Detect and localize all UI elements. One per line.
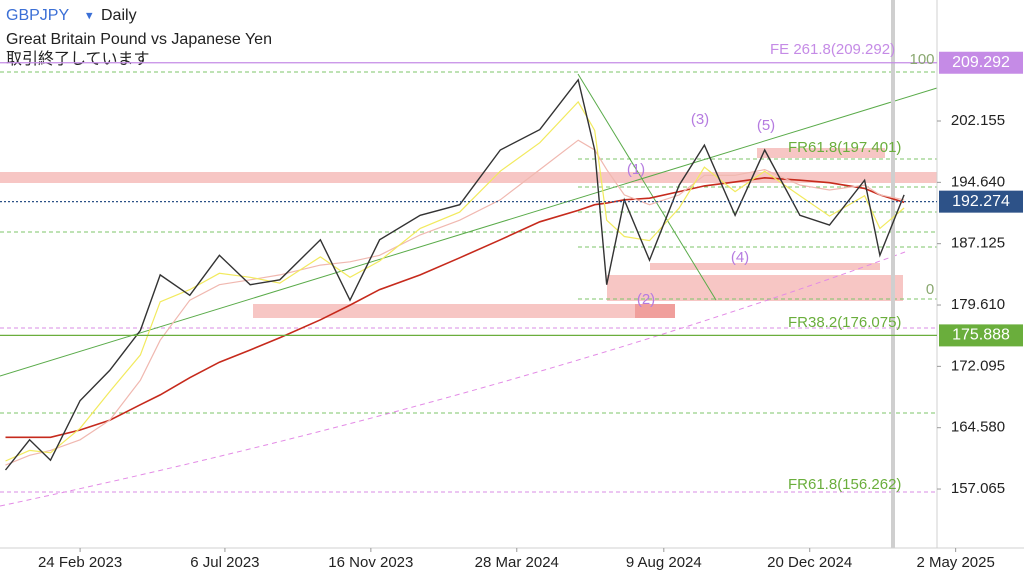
zone — [253, 304, 675, 318]
price-label-box — [939, 51, 1023, 74]
price-label: 175.888 — [952, 327, 1010, 344]
y-tick-label: 157.065 — [951, 480, 1005, 497]
trendline — [577, 73, 717, 301]
x-tick-label: 2 May 2025 — [916, 554, 994, 571]
zone — [650, 263, 880, 270]
x-tick-label: 28 Mar 2024 — [475, 554, 559, 571]
zone — [0, 172, 937, 183]
annotation: FE 261.8(209.292) — [770, 41, 895, 58]
x-tick-label: 20 Dec 2024 — [767, 554, 852, 571]
price-label: 192.274 — [952, 193, 1010, 210]
annotation: (4) — [731, 249, 749, 266]
description: Great Britain Pound vs Japanese Yen — [6, 31, 272, 48]
series-line — [5, 100, 905, 462]
interval[interactable]: Daily — [101, 7, 137, 24]
plot — [4, 78, 905, 471]
y-tick-label: 172.095 — [951, 357, 1005, 374]
price-label-box — [939, 324, 1023, 347]
annotation: (5) — [757, 117, 775, 134]
zone — [757, 148, 885, 158]
annotation: (3) — [691, 111, 709, 128]
trendline — [0, 87, 938, 377]
series-line — [5, 176, 905, 439]
annotation: FR61.8(156.262) — [788, 476, 901, 493]
annotation: 100 — [909, 51, 934, 68]
annotation: 0 — [926, 281, 934, 298]
price-label: 209.292 — [952, 54, 1010, 71]
series-line — [5, 139, 905, 466]
x-tick-label: 6 Jul 2023 — [190, 554, 259, 571]
zone — [607, 275, 903, 301]
market-status: 取引終了しています — [6, 50, 150, 68]
y-tick-label: 164.580 — [951, 419, 1005, 436]
crosshair — [891, 0, 895, 548]
y-tick-label: 194.640 — [951, 173, 1005, 190]
zone — [635, 304, 675, 318]
annotation: (2) — [637, 291, 655, 308]
price-label-box — [939, 190, 1023, 213]
y-tick-label: 202.155 — [951, 112, 1005, 129]
y-tick-label: 187.125 — [951, 235, 1005, 252]
annotation: FR38.2(176.075) — [788, 314, 901, 331]
x-tick-label: 16 Nov 2023 — [328, 554, 413, 571]
x-tick-label: 9 Aug 2024 — [626, 554, 702, 571]
trendline — [0, 251, 906, 507]
annotation: FR61.8(197.401) — [788, 139, 901, 156]
symbol[interactable]: GBPJPY — [6, 7, 69, 24]
symbol-arrow[interactable]: ▾ — [86, 7, 93, 22]
x-tick-label: 24 Feb 2023 — [38, 554, 122, 571]
y-tick-label: 179.610 — [951, 296, 1005, 313]
fib-lines — [0, 71, 937, 414]
drawings — [0, 0, 938, 548]
annotation: (1) — [627, 161, 645, 178]
series-line — [4, 78, 905, 471]
